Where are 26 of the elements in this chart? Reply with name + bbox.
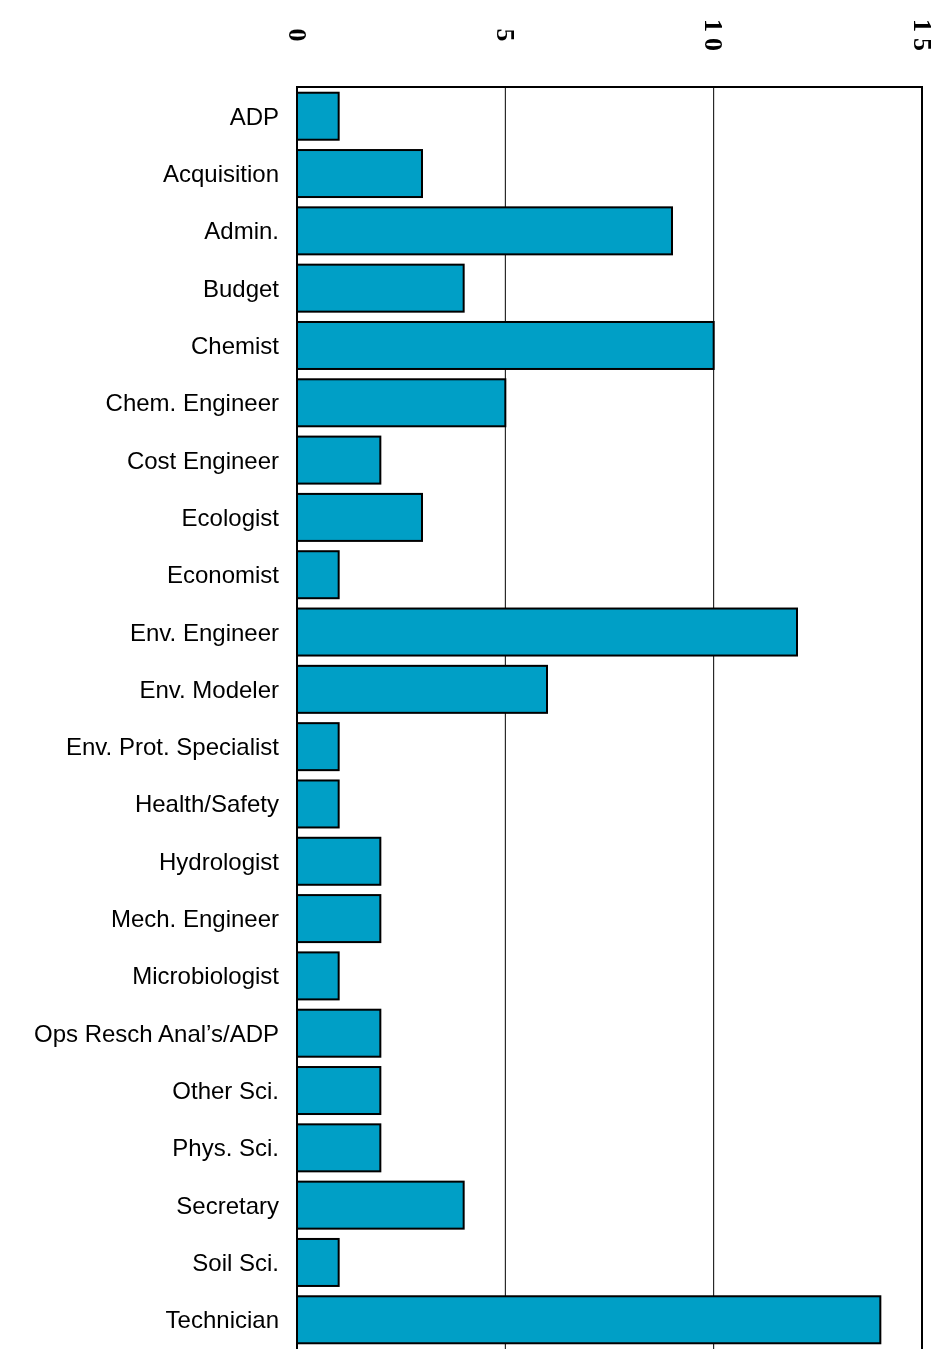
y-tick-label: Chem. Engineer bbox=[105, 389, 279, 417]
y-tick-label: Env. Engineer bbox=[130, 618, 279, 646]
y-tick-label: Health/Safety bbox=[134, 790, 279, 818]
y-tick-label: Cost Engineer bbox=[126, 446, 279, 474]
y-tick-label: Chemist bbox=[190, 331, 280, 359]
y-tick-label: Ops Resch Anal’s/ADP bbox=[33, 1019, 279, 1047]
y-tick-label: Technician bbox=[165, 1306, 279, 1334]
y-tick-label: Admin. bbox=[204, 217, 279, 245]
x-tick-label: 15 bbox=[907, 19, 937, 57]
y-tick-label: Ecologist bbox=[181, 503, 280, 531]
x-tick-label: 5 bbox=[490, 28, 520, 48]
y-tick-label: Mech. Engineer bbox=[110, 905, 280, 933]
y-tick-label: Acquisition bbox=[162, 160, 279, 188]
y-tick-label: Env. Modeler bbox=[139, 675, 279, 703]
y-tick-label: Hydrologist bbox=[158, 847, 280, 875]
y-tick-label: Budget bbox=[202, 274, 280, 302]
y-tick-label: Microbiologist bbox=[132, 962, 280, 990]
y-tick-label: Economist bbox=[166, 561, 280, 589]
y-tick-label: Phys. Sci. bbox=[172, 1134, 279, 1162]
y-tick-label: Soil Sci. bbox=[192, 1248, 279, 1276]
y-tick-label: Secretary bbox=[176, 1191, 279, 1219]
y-tick-label: Env. Prot. Specialist bbox=[66, 733, 280, 761]
y-tick-label: Other Sci. bbox=[172, 1077, 279, 1105]
x-tick-label: 0 bbox=[282, 28, 312, 48]
y-tick-label: ADP bbox=[229, 102, 279, 130]
x-tick-label: 10 bbox=[699, 19, 729, 57]
